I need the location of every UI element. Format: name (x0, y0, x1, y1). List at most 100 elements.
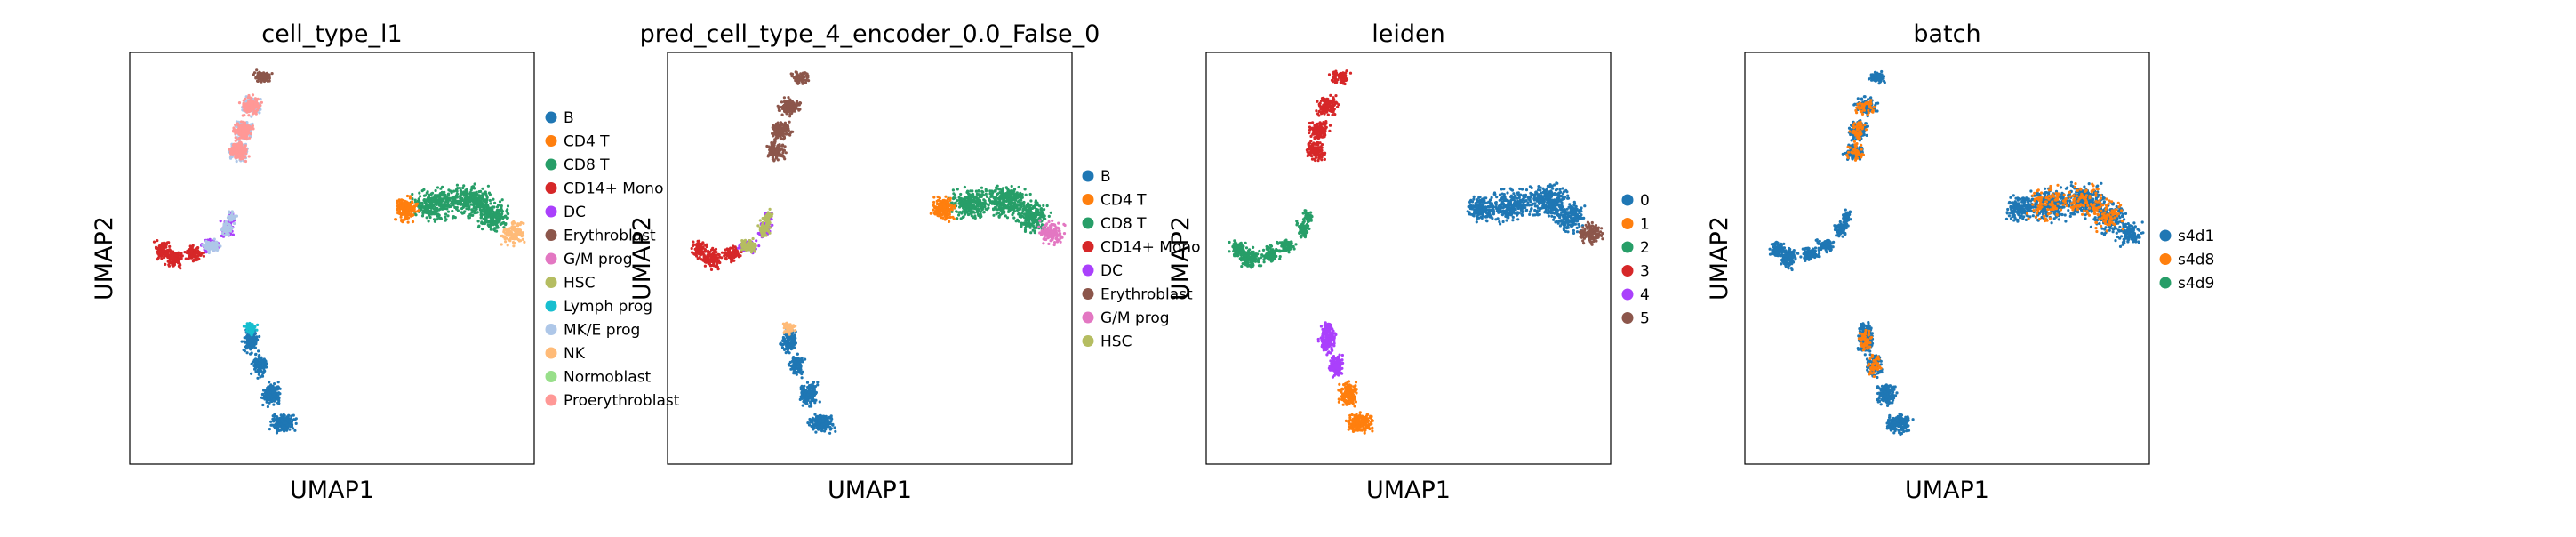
data-point-c0 (265, 365, 268, 369)
data-point-c0 (248, 341, 252, 344)
data-point-c5 (260, 76, 264, 79)
data-point-c3 (163, 256, 166, 260)
data-point-c2 (995, 204, 998, 207)
data-point-c0 (265, 400, 268, 404)
legend-marker (545, 324, 557, 335)
data-point-c12 (241, 114, 244, 117)
data-point-c5 (789, 131, 793, 134)
data-point-c2 (434, 188, 437, 193)
data-point-c5 (796, 103, 800, 107)
data-point-c2 (433, 195, 436, 198)
data-point-c2 (444, 215, 447, 219)
data-point-c2 (459, 200, 463, 204)
data-point-c2 (484, 221, 487, 225)
data-point-c0 (264, 392, 268, 397)
data-point-c5 (801, 82, 804, 85)
data-point-c5 (782, 125, 787, 129)
data-point-c2 (970, 198, 973, 202)
data-point-c5 (793, 104, 796, 108)
data-point-c3 (156, 258, 159, 261)
data-point-c10 (522, 221, 525, 225)
data-point-c12 (248, 136, 252, 140)
data-point-c5 (260, 78, 263, 82)
umap-panel-2: pred_cell_type_4_encoder_0.0_False_0UMAP… (628, 20, 1200, 504)
data-point-c3 (176, 260, 180, 264)
data-point-c2 (1002, 198, 1005, 203)
data-point-c0 (282, 421, 285, 425)
data-point-c2 (498, 200, 502, 204)
data-point-c0 (267, 390, 270, 395)
data-point-c5 (798, 101, 803, 105)
data-point-c2 (955, 210, 958, 213)
data-point-c2 (500, 198, 504, 202)
data-point-c0 (272, 420, 276, 423)
data-point-c2 (982, 198, 986, 202)
data-point-c2 (505, 209, 508, 212)
data-point-c2 (418, 191, 421, 195)
data-point-c3 (702, 253, 706, 257)
data-point-c0 (281, 425, 284, 429)
data-point-c2 (984, 189, 988, 193)
data-point-c2 (953, 193, 957, 197)
data-point-c2 (964, 196, 967, 199)
data-point-c5 (801, 71, 805, 75)
data-point-c12 (242, 124, 245, 127)
data-point-c2 (959, 192, 963, 196)
data-point-c4 (231, 233, 235, 236)
data-point-c9 (222, 225, 226, 228)
data-point-c2 (963, 185, 966, 189)
data-point-c2 (425, 209, 428, 212)
data-point-c5 (780, 100, 784, 104)
data-point-c2 (951, 188, 955, 192)
data-point-c2 (968, 209, 972, 212)
data-point-c3 (188, 256, 191, 260)
data-point-c2 (418, 204, 421, 208)
data-point-c3 (190, 254, 194, 258)
data-point-c12 (243, 108, 246, 112)
data-point-c1 (401, 204, 404, 208)
data-point-c2 (990, 202, 994, 205)
data-point-c12 (232, 129, 236, 132)
data-point-c3 (708, 250, 712, 254)
data-point-c7 (764, 220, 768, 223)
data-point-c2 (452, 204, 455, 207)
data-point-c0 (276, 429, 280, 433)
data-point-c12 (234, 142, 237, 146)
data-point-c0 (273, 382, 276, 386)
data-point-c8 (247, 325, 251, 328)
data-point-c7 (760, 229, 764, 233)
data-point-c2 (441, 185, 444, 188)
data-point-c3 (158, 244, 162, 247)
legend-label: CD8 T (564, 156, 610, 174)
data-point-c5 (778, 108, 781, 113)
data-point-c2 (435, 203, 438, 206)
data-point-c12 (245, 132, 249, 135)
data-point-c1 (397, 198, 401, 202)
data-point-c12 (254, 98, 258, 101)
data-point-c12 (250, 97, 253, 100)
legend-label: Normoblast (564, 369, 652, 387)
legend-marker (545, 252, 557, 265)
data-point-c5 (782, 135, 786, 139)
data-point-c2 (481, 197, 484, 201)
data-point-c3 (714, 253, 717, 257)
data-point-c2 (473, 198, 477, 202)
legend-marker (545, 347, 557, 359)
data-point-c7 (747, 246, 751, 250)
data-point-c10 (513, 242, 517, 245)
data-point-c7 (760, 225, 764, 229)
data-point-c5 (784, 151, 788, 155)
data-point-c5 (785, 131, 788, 134)
data-point-c2 (964, 208, 968, 212)
data-point-c0 (250, 372, 253, 375)
data-point-c2 (999, 194, 1003, 197)
data-point-c0 (276, 381, 280, 384)
data-point-c5 (798, 108, 802, 111)
data-point-c12 (247, 127, 251, 131)
data-point-c9 (228, 212, 231, 215)
data-point-c3 (737, 255, 740, 259)
data-point-c0 (256, 364, 260, 368)
